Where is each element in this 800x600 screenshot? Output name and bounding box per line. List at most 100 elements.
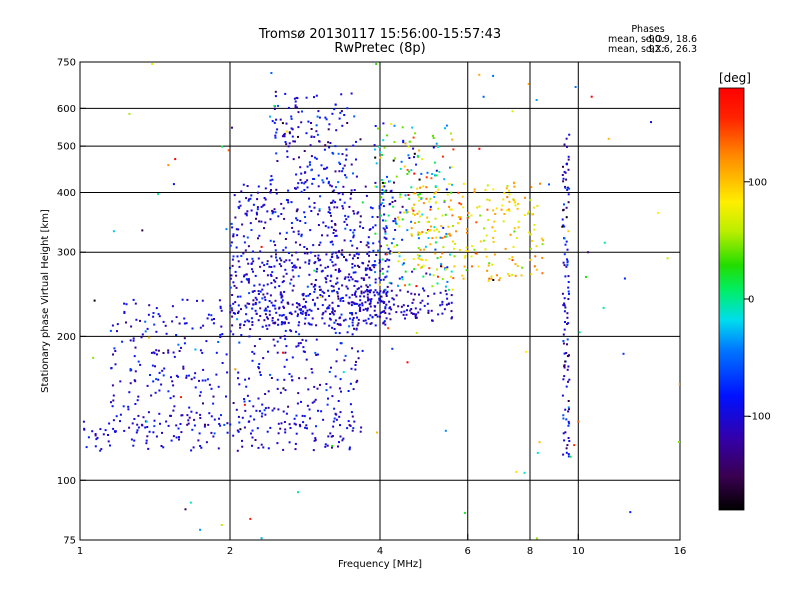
data-point xyxy=(113,347,116,350)
data-point xyxy=(335,251,337,254)
data-point xyxy=(92,356,95,359)
data-point xyxy=(353,327,356,330)
data-point xyxy=(202,368,205,371)
data-point xyxy=(283,132,286,135)
data-point xyxy=(220,309,223,312)
data-point xyxy=(374,232,377,235)
data-point xyxy=(235,246,238,249)
data-point xyxy=(277,422,280,425)
data-point xyxy=(351,347,354,350)
data-point xyxy=(449,208,452,211)
data-point xyxy=(238,265,241,268)
data-point xyxy=(338,323,341,326)
data-point xyxy=(341,296,344,299)
data-point xyxy=(345,154,348,157)
data-point xyxy=(136,423,139,426)
data-point xyxy=(449,132,452,135)
data-point xyxy=(508,257,511,260)
data-point xyxy=(281,281,284,284)
data-point xyxy=(270,266,273,268)
data-point xyxy=(415,285,418,288)
data-point xyxy=(325,278,328,281)
data-point xyxy=(369,305,372,308)
data-point xyxy=(406,173,409,175)
data-point xyxy=(253,418,256,421)
data-point xyxy=(379,315,381,318)
data-point xyxy=(535,537,538,540)
data-point xyxy=(381,189,384,191)
data-point xyxy=(331,290,334,293)
data-point xyxy=(567,168,570,171)
data-point xyxy=(352,301,355,304)
data-point xyxy=(285,318,288,321)
data-point xyxy=(348,296,351,299)
data-point xyxy=(311,432,314,435)
data-point xyxy=(536,204,539,207)
data-point xyxy=(172,351,175,354)
data-point xyxy=(122,405,125,408)
data-point xyxy=(431,173,434,175)
data-point xyxy=(229,423,232,426)
data-point xyxy=(387,247,390,250)
data-point xyxy=(285,130,288,133)
data-point xyxy=(282,387,285,390)
data-point xyxy=(251,307,254,310)
phases-o-values: -90.9, 18.6 xyxy=(645,34,697,45)
data-point xyxy=(562,453,565,456)
data-point xyxy=(377,293,380,296)
data-point xyxy=(219,307,222,310)
data-point xyxy=(400,311,403,314)
data-point xyxy=(361,304,364,307)
data-point xyxy=(275,259,278,262)
data-point xyxy=(305,295,308,298)
data-point xyxy=(342,300,345,302)
data-point xyxy=(150,394,153,397)
data-point xyxy=(564,243,567,246)
data-point xyxy=(473,191,476,193)
data-point xyxy=(388,252,391,255)
data-point xyxy=(421,231,424,234)
data-point xyxy=(364,185,367,188)
data-point xyxy=(465,269,468,272)
data-point xyxy=(288,423,291,426)
data-point xyxy=(514,263,517,266)
data-point xyxy=(381,202,384,205)
data-point xyxy=(432,134,434,137)
data-point xyxy=(304,306,307,309)
data-point xyxy=(319,264,322,267)
data-point xyxy=(335,234,338,237)
data-point xyxy=(217,447,220,450)
data-point xyxy=(264,313,267,316)
data-point xyxy=(341,153,344,156)
data-point xyxy=(354,280,357,283)
data-point xyxy=(255,409,258,412)
data-point xyxy=(314,288,316,291)
data-point xyxy=(296,258,299,261)
data-point xyxy=(526,212,529,215)
data-point xyxy=(250,432,252,435)
data-point xyxy=(337,181,340,184)
data-point xyxy=(82,420,85,423)
data-point xyxy=(316,115,319,118)
data-point xyxy=(295,210,298,213)
data-point xyxy=(245,306,248,309)
data-point xyxy=(379,270,382,272)
data-point xyxy=(238,341,241,344)
data-point xyxy=(311,182,314,185)
data-point xyxy=(410,186,413,189)
y-tick-label: 100 xyxy=(57,476,76,487)
data-point xyxy=(354,368,357,371)
data-point xyxy=(242,183,245,186)
data-point xyxy=(403,211,406,214)
data-point xyxy=(362,319,365,322)
data-point xyxy=(299,266,301,269)
data-point xyxy=(284,351,287,354)
data-point xyxy=(433,226,436,229)
data-point xyxy=(337,295,340,298)
data-point xyxy=(530,247,532,250)
data-point xyxy=(280,321,283,324)
data-point xyxy=(384,219,387,222)
data-point xyxy=(282,134,285,136)
data-point xyxy=(333,417,336,420)
data-point xyxy=(349,312,352,315)
